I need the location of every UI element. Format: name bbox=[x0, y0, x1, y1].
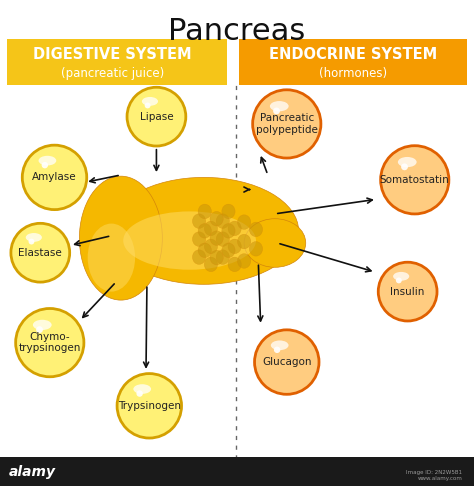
Text: Image ID: 2N2W5B1
www.alamy.com: Image ID: 2N2W5B1 www.alamy.com bbox=[406, 470, 462, 481]
Ellipse shape bbox=[216, 232, 229, 246]
Circle shape bbox=[255, 330, 319, 394]
FancyBboxPatch shape bbox=[0, 457, 474, 486]
Ellipse shape bbox=[249, 222, 263, 237]
Ellipse shape bbox=[249, 242, 263, 256]
Circle shape bbox=[274, 347, 280, 353]
Circle shape bbox=[253, 90, 321, 158]
Ellipse shape bbox=[192, 232, 206, 246]
Circle shape bbox=[260, 336, 313, 388]
Ellipse shape bbox=[198, 204, 211, 219]
Ellipse shape bbox=[244, 219, 306, 267]
Text: Pancreas: Pancreas bbox=[168, 17, 306, 46]
Ellipse shape bbox=[216, 214, 229, 228]
Ellipse shape bbox=[222, 243, 235, 258]
Ellipse shape bbox=[210, 250, 223, 265]
Ellipse shape bbox=[80, 176, 162, 300]
Circle shape bbox=[16, 309, 84, 377]
Ellipse shape bbox=[237, 254, 251, 268]
Ellipse shape bbox=[210, 231, 223, 245]
Ellipse shape bbox=[192, 250, 206, 264]
Circle shape bbox=[381, 146, 449, 214]
Ellipse shape bbox=[88, 224, 135, 292]
Ellipse shape bbox=[192, 214, 206, 228]
Ellipse shape bbox=[204, 257, 218, 272]
Text: Glucagon: Glucagon bbox=[262, 357, 311, 367]
Ellipse shape bbox=[271, 341, 289, 350]
Circle shape bbox=[132, 92, 181, 141]
Ellipse shape bbox=[237, 215, 251, 229]
FancyBboxPatch shape bbox=[7, 39, 227, 85]
Text: alamy: alamy bbox=[9, 466, 56, 479]
Ellipse shape bbox=[33, 320, 52, 330]
Ellipse shape bbox=[270, 101, 289, 111]
Circle shape bbox=[22, 145, 87, 209]
Circle shape bbox=[383, 267, 432, 316]
Circle shape bbox=[378, 262, 437, 321]
Circle shape bbox=[145, 103, 151, 108]
Ellipse shape bbox=[123, 211, 256, 270]
Circle shape bbox=[22, 314, 78, 371]
Circle shape bbox=[401, 163, 408, 170]
Circle shape bbox=[36, 326, 43, 333]
Circle shape bbox=[259, 96, 315, 152]
Ellipse shape bbox=[393, 272, 409, 281]
Circle shape bbox=[42, 162, 48, 168]
Ellipse shape bbox=[237, 234, 251, 249]
Circle shape bbox=[123, 380, 176, 432]
FancyBboxPatch shape bbox=[239, 39, 467, 85]
Ellipse shape bbox=[228, 257, 241, 272]
Text: Amylase: Amylase bbox=[32, 173, 77, 182]
Ellipse shape bbox=[228, 221, 241, 236]
Circle shape bbox=[396, 278, 402, 283]
Circle shape bbox=[117, 374, 182, 438]
Circle shape bbox=[387, 152, 443, 208]
Text: ENDOCRINE SYSTEM: ENDOCRINE SYSTEM bbox=[269, 48, 437, 62]
Ellipse shape bbox=[216, 250, 229, 264]
Circle shape bbox=[28, 239, 35, 244]
Circle shape bbox=[28, 151, 81, 204]
Ellipse shape bbox=[133, 384, 151, 394]
Ellipse shape bbox=[204, 239, 218, 254]
Ellipse shape bbox=[228, 239, 241, 254]
Ellipse shape bbox=[38, 156, 56, 165]
Circle shape bbox=[16, 228, 64, 277]
Circle shape bbox=[137, 390, 143, 397]
Ellipse shape bbox=[26, 233, 42, 242]
Text: Pancreatic
polypeptide: Pancreatic polypeptide bbox=[256, 113, 318, 135]
Ellipse shape bbox=[210, 211, 223, 226]
Ellipse shape bbox=[198, 243, 211, 258]
Circle shape bbox=[11, 224, 70, 282]
Circle shape bbox=[273, 107, 280, 114]
Text: Somatostatin: Somatostatin bbox=[380, 175, 450, 185]
Circle shape bbox=[127, 87, 186, 146]
Text: (hormones): (hormones) bbox=[319, 68, 387, 80]
Text: Chymo-
trypsinogen: Chymo- trypsinogen bbox=[18, 332, 81, 353]
Text: DIGESTIVE SYSTEM: DIGESTIVE SYSTEM bbox=[33, 48, 191, 62]
Ellipse shape bbox=[222, 224, 235, 238]
Text: (pancreatic juice): (pancreatic juice) bbox=[61, 68, 164, 80]
Ellipse shape bbox=[204, 221, 218, 236]
Text: Elastase: Elastase bbox=[18, 248, 62, 258]
Ellipse shape bbox=[109, 177, 299, 284]
Text: Trypsinogen: Trypsinogen bbox=[118, 401, 181, 411]
Text: Lipase: Lipase bbox=[140, 112, 173, 122]
Text: Insulin: Insulin bbox=[391, 287, 425, 296]
Ellipse shape bbox=[222, 204, 235, 219]
Ellipse shape bbox=[142, 97, 158, 106]
Ellipse shape bbox=[198, 224, 211, 238]
Ellipse shape bbox=[398, 157, 417, 167]
